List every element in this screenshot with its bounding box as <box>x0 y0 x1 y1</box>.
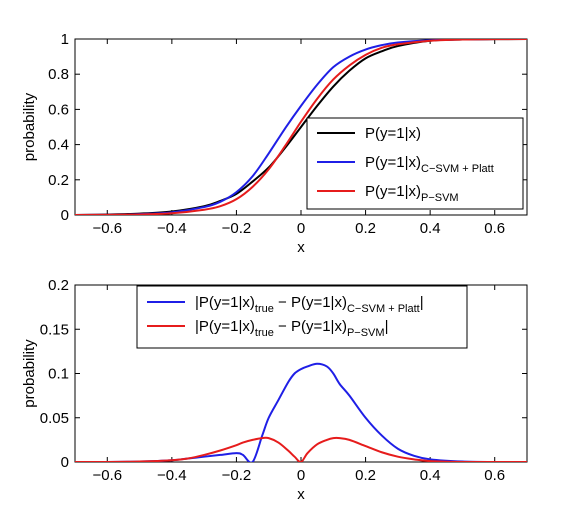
y-tick-label: 0.2 <box>48 172 69 189</box>
series-line-0 <box>75 362 527 462</box>
legend-subscript: C−SVM + Platt <box>421 163 494 175</box>
y-tick-label: 0 <box>61 207 69 224</box>
legend-text: − P(y=1|x) <box>274 318 347 335</box>
x-tick-label: 0 <box>297 467 305 484</box>
legend-text: P(y=1|x) <box>365 183 421 200</box>
y-tick-label: 0.05 <box>40 410 69 427</box>
x-tick-label: −0.4 <box>157 467 187 484</box>
x-axis-label: x <box>297 486 305 503</box>
legend-subscript: P−SVM <box>421 192 459 204</box>
x-tick-label: 0.4 <box>420 467 441 484</box>
x-tick-label: −0.6 <box>92 220 122 237</box>
legend-text: | <box>420 294 424 311</box>
x-tick-label: 0 <box>297 220 305 237</box>
y-tick-label: 1 <box>61 31 69 48</box>
x-tick-label: 0.2 <box>355 467 376 484</box>
x-axis-label: x <box>297 239 305 256</box>
x-tick-label: 0.4 <box>420 220 441 237</box>
y-axis-label: probability <box>21 339 38 408</box>
series-line-1 <box>75 436 527 462</box>
legend-subscript: true <box>255 303 274 315</box>
x-tick-label: −0.2 <box>222 220 252 237</box>
y-tick-label: 0 <box>61 454 69 471</box>
y-tick-label: 0.1 <box>48 366 69 383</box>
legend-subscript: C−SVM + Platt <box>347 303 420 315</box>
y-tick-label: 0.6 <box>48 101 69 118</box>
legend-text: P(y=1|x) <box>365 154 421 171</box>
legend-box <box>136 285 468 349</box>
legend-subscript: P−SVM <box>347 327 385 339</box>
top-chart: −0.6 −0.4 −0.2 0 0.2 0.4 0.6 0 0.2 0.4 0.6 0.8 1 x pro… <box>21 31 528 256</box>
legend-entry-1: |P(y=1|x)true − P(y=1|x)P−SVM| <box>195 318 388 339</box>
x-tick-label: −0.2 <box>222 467 252 484</box>
legend-text: |P(y=1|x) <box>195 294 255 311</box>
series-line-2 <box>75 39 527 215</box>
legend-text: | <box>385 318 389 335</box>
x-tick-label: −0.6 <box>92 467 122 484</box>
legend-entry-2: P(y=1|x)P−SVM <box>365 183 459 204</box>
legend-text: |P(y=1|x) <box>195 318 255 335</box>
y-axis-label: probability <box>21 92 38 161</box>
y-tick-label: 0.8 <box>48 66 69 83</box>
legend-subscript: true <box>255 327 274 339</box>
x-tick-label: 0.6 <box>484 467 505 484</box>
x-tick-label: 0.6 <box>484 220 505 237</box>
legend-entry-0: |P(y=1|x)true − P(y=1|x)C−SVM + Platt| <box>195 294 424 315</box>
legend-entry-0: P(y=1|x) <box>365 125 421 142</box>
x-tick-label: −0.4 <box>157 220 187 237</box>
legend-text: P(y=1|x) <box>365 125 421 142</box>
x-tick-label: 0.2 <box>355 220 376 237</box>
y-tick-label: 0.15 <box>40 321 69 338</box>
y-tick-label: 0.2 <box>48 277 69 294</box>
bottom-chart: −0.6 −0.4 −0.2 0 0.2 0.4 0.6 0 0.05 0.1 0.15 0.2 x pr… <box>21 277 528 503</box>
legend-entry-1: P(y=1|x)C−SVM + Platt <box>365 154 494 175</box>
legend-text: − P(y=1|x) <box>274 294 347 311</box>
y-tick-label: 0.4 <box>48 137 69 154</box>
